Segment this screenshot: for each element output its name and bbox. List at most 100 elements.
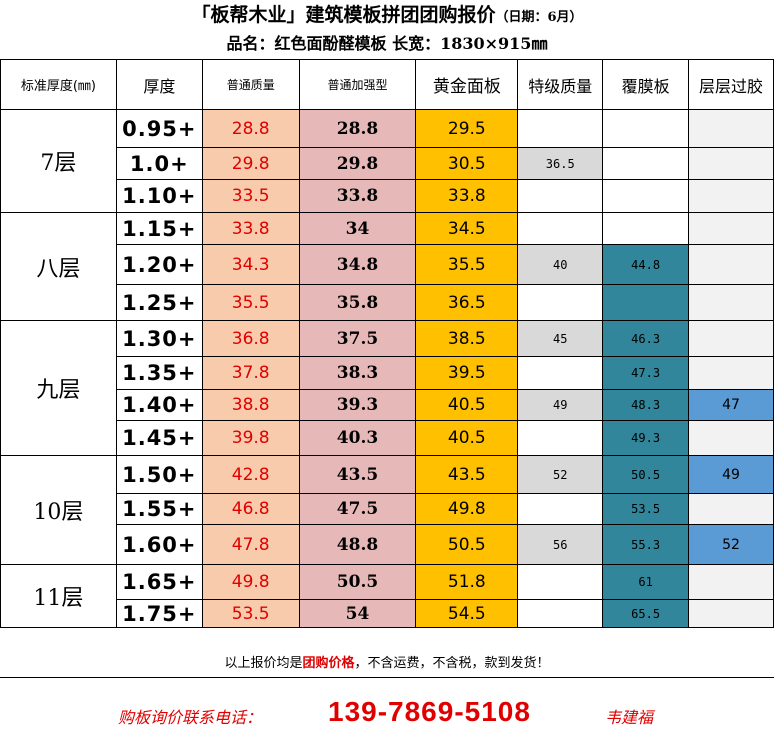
thickness-cell: 1.35+	[115, 356, 203, 390]
film-faced-price: 44.8	[602, 244, 690, 285]
table-row: 1.75+ 53.5 54 54.5 65.5	[1, 599, 774, 628]
contact-phone[interactable]: 139-7869-5108	[328, 696, 531, 727]
normal-quality-price: 38.8	[201, 389, 300, 421]
reinforced-price: 48.8	[298, 524, 417, 565]
normal-quality-price: 39.8	[201, 420, 300, 456]
reinforced-price: 28.8	[298, 109, 417, 148]
film-faced-price: 49.3	[602, 420, 690, 456]
normal-quality-price: 33.8	[201, 212, 300, 245]
thickness-cell: 1.55+	[115, 493, 203, 525]
footer-suffix: ，不含运费，不含税，款到发货！	[354, 656, 550, 671]
gold-panel-price: 39.5	[415, 356, 519, 390]
gold-panel-price: 38.5	[415, 320, 519, 357]
price-table: 标准厚度(㎜) 厚度 普通质量 普通加强型 黄金面板 特级质量 覆膜板 层层过胶…	[0, 59, 774, 628]
normal-quality-price: 49.8	[201, 564, 300, 600]
special-grade-price	[517, 284, 604, 321]
normal-quality-price: 33.5	[201, 179, 300, 213]
thickness-cell: 1.60+	[115, 524, 203, 565]
film-faced-price: 61	[602, 564, 690, 600]
layer-group-label: 九层	[0, 320, 117, 456]
special-grade-price	[517, 109, 604, 148]
table-row: 1.10+ 33.5 33.8 33.8	[1, 179, 774, 213]
header-glued: 层层过胶	[688, 59, 774, 110]
layer-group-label: 10层	[0, 455, 117, 565]
film-faced-price: 48.3	[602, 389, 690, 421]
header-gold-panel: 黄金面板	[415, 59, 519, 110]
product-subtitle: 品名：红色面酚醛模板 长宽：1830×915㎜	[226, 34, 548, 53]
thickness-cell: 1.10+	[115, 179, 203, 213]
layer-group-label: 11层	[0, 564, 117, 628]
reinforced-price: 40.3	[298, 420, 417, 456]
header-reinforced: 普通加强型	[298, 59, 417, 110]
special-grade-price: 45	[517, 320, 604, 357]
table-row: 1.45+ 39.8 40.3 40.5 49.3	[1, 420, 774, 456]
gold-panel-price: 54.5	[415, 599, 519, 628]
film-faced-price	[602, 109, 690, 148]
film-faced-price	[602, 284, 690, 321]
header-normal-quality: 普通质量	[201, 59, 300, 110]
special-grade-price: 49	[517, 389, 604, 421]
table-row: 1.0+ 29.8 29.8 30.5 36.5	[1, 147, 774, 180]
film-faced-price: 50.5	[602, 455, 690, 494]
page-title: 「板帮木业」建筑模板拼团团购报价（日期：6月）	[0, 0, 774, 30]
gold-panel-price: 34.5	[415, 212, 519, 245]
table-row: 1.40+ 38.8 39.3 40.5 49 48.3 47	[1, 389, 774, 421]
gold-panel-price: 49.8	[415, 493, 519, 525]
table-row: 1.60+ 47.8 48.8 50.5 56 55.3 52	[1, 524, 774, 565]
table-header-row: 标准厚度(㎜) 厚度 普通质量 普通加强型 黄金面板 特级质量 覆膜板 层层过胶	[0, 59, 774, 110]
gold-panel-price: 50.5	[415, 524, 519, 565]
glued-price	[688, 212, 774, 245]
reinforced-price: 43.5	[298, 455, 417, 494]
gold-panel-price: 40.5	[415, 389, 519, 421]
special-grade-price: 40	[517, 244, 604, 285]
footer-emphasis: 团购价格	[302, 656, 355, 671]
film-faced-price: 46.3	[602, 320, 690, 357]
header-special-grade: 特级质量	[517, 59, 604, 110]
glued-price	[688, 284, 774, 321]
table-row: 10层 1.50+ 42.8 43.5 43.5 52 50.5 49	[0, 455, 774, 565]
glued-price: 52	[688, 524, 774, 565]
normal-quality-price: 34.3	[201, 244, 300, 285]
contact-line: 购板询价联系电话： 139-7869-5108 韦建福	[0, 690, 774, 740]
gold-panel-price: 36.5	[415, 284, 519, 321]
normal-quality-price: 29.8	[201, 147, 300, 180]
normal-quality-price: 28.8	[201, 109, 300, 148]
thickness-cell: 1.0+	[115, 147, 203, 180]
reinforced-price: 33.8	[298, 179, 417, 213]
gold-panel-price: 43.5	[415, 455, 519, 494]
thickness-cell: 1.40+	[115, 389, 203, 421]
reinforced-price: 47.5	[298, 493, 417, 525]
gold-panel-price: 29.5	[415, 109, 519, 148]
thickness-cell: 1.30+	[115, 320, 203, 357]
header-standard-thickness: 标准厚度(㎜)	[0, 59, 117, 110]
film-faced-price	[602, 212, 690, 245]
film-faced-price	[602, 179, 690, 213]
normal-quality-price: 37.8	[201, 356, 300, 390]
glued-price	[688, 356, 774, 390]
gold-panel-price: 30.5	[415, 147, 519, 180]
contact-name: 韦建福	[605, 708, 654, 727]
layer-group-label: 7层	[0, 109, 117, 213]
gold-panel-price: 35.5	[415, 244, 519, 285]
glued-price	[688, 244, 774, 285]
header-thickness: 厚度	[115, 59, 203, 110]
special-grade-price	[517, 493, 604, 525]
film-faced-price: 47.3	[602, 356, 690, 390]
thickness-cell: 1.50+	[115, 455, 203, 494]
layer-group-label: 八层	[0, 212, 117, 321]
film-faced-price: 53.5	[602, 493, 690, 525]
reinforced-price: 29.8	[298, 147, 417, 180]
special-grade-price: 36.5	[517, 147, 604, 180]
thickness-cell: 1.45+	[115, 420, 203, 456]
glued-price	[688, 493, 774, 525]
table-row: 八层 1.15+ 33.8 34 34.5	[0, 212, 774, 321]
table-row: 11层 1.65+ 49.8 50.5 51.8 61	[0, 564, 774, 628]
thickness-cell: 1.25+	[115, 284, 203, 321]
special-grade-price	[517, 356, 604, 390]
thickness-cell: 1.75+	[115, 599, 203, 628]
glued-price	[688, 599, 774, 628]
special-grade-price: 56	[517, 524, 604, 565]
reinforced-price: 38.3	[298, 356, 417, 390]
special-grade-price	[517, 179, 604, 213]
table-row: 1.55+ 46.8 47.5 49.8 53.5	[1, 493, 774, 525]
